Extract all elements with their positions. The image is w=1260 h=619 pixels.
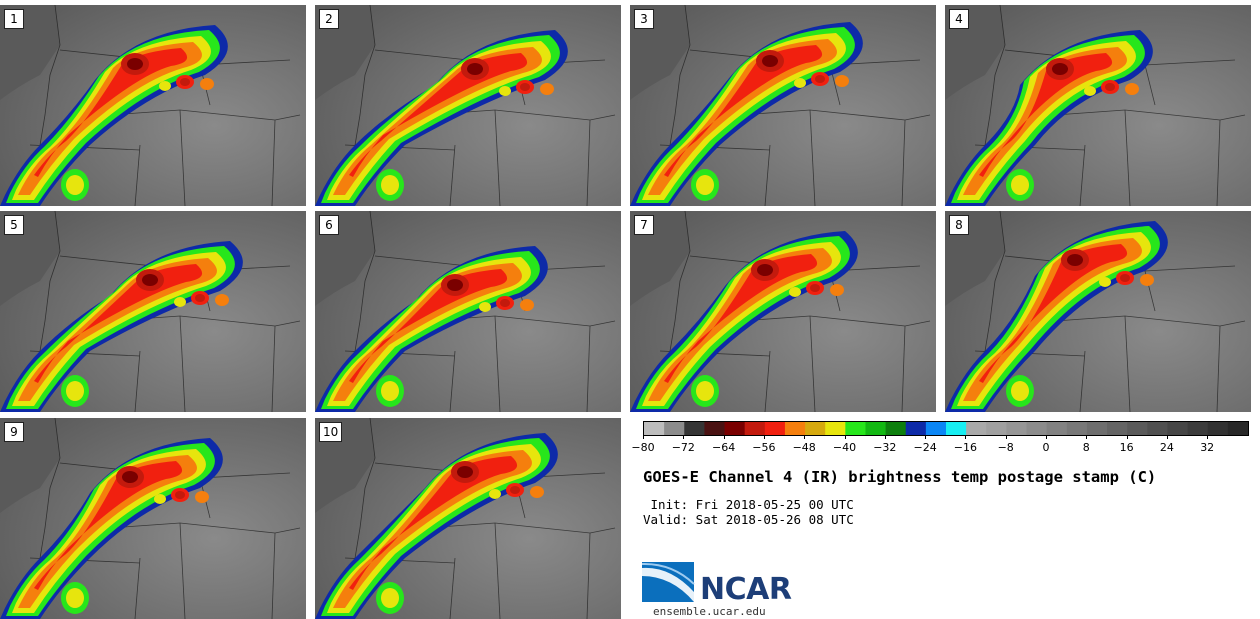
satellite-ir-map bbox=[0, 418, 306, 619]
colorbar-segment bbox=[1167, 422, 1189, 435]
colorbar-segment bbox=[1207, 422, 1229, 435]
satellite-ir-map bbox=[630, 5, 936, 206]
map-panel-9: 9 bbox=[0, 418, 306, 619]
panel-number-label: 1 bbox=[4, 9, 24, 29]
colorbar-segment bbox=[1187, 422, 1209, 435]
colorbar-tick-label: −32 bbox=[873, 441, 897, 454]
colorbar-segment bbox=[905, 422, 927, 435]
panel-number-label: 6 bbox=[319, 215, 339, 235]
colorbar-segment bbox=[825, 422, 846, 435]
panel-number-label: 7 bbox=[634, 215, 654, 235]
colorbar-segment bbox=[986, 422, 1007, 435]
map-panel-10: 10 bbox=[315, 418, 621, 619]
colorbar-tick-label: −8 bbox=[997, 441, 1014, 454]
colorbar-tick-label: 8 bbox=[1082, 441, 1090, 454]
colorbar-tick-label: −48 bbox=[792, 441, 816, 454]
colorbar-tick-mark bbox=[723, 435, 725, 439]
colorbar-segment bbox=[966, 422, 987, 435]
figure-title: GOES-E Channel 4 (IR) brightness temp po… bbox=[643, 468, 1157, 486]
colorbar-tick-label: −24 bbox=[913, 441, 937, 454]
colorbar-tick-label: 32 bbox=[1200, 441, 1215, 454]
colorbar-tick-mark bbox=[1166, 435, 1168, 439]
colorbar-tick-mark bbox=[965, 435, 967, 439]
colorbar-tick-label: −56 bbox=[752, 441, 776, 454]
colorbar-segment bbox=[845, 422, 866, 435]
colorbar-segment bbox=[664, 422, 685, 435]
panel-number-label: 5 bbox=[4, 215, 24, 235]
map-panel-6: 6 bbox=[315, 211, 621, 412]
colorbar-tick-mark bbox=[1086, 435, 1088, 439]
colorbar-segment bbox=[744, 422, 766, 435]
colorbar-tick-mark bbox=[804, 435, 806, 439]
panel-number-label: 2 bbox=[319, 9, 339, 29]
valid-time: Valid: Sat 2018-05-26 08 UTC bbox=[643, 512, 854, 527]
colorbar-segment bbox=[885, 422, 907, 435]
satellite-ir-map bbox=[315, 211, 621, 412]
panel-number-label: 10 bbox=[319, 422, 343, 442]
colorbar-tick-mark bbox=[1207, 435, 1209, 439]
map-panel-1: 1 bbox=[0, 5, 306, 206]
satellite-ir-map bbox=[945, 5, 1251, 206]
map-panel-4: 4 bbox=[945, 5, 1251, 206]
colorbar-segment bbox=[805, 422, 826, 435]
colorbar-segment bbox=[1107, 422, 1128, 435]
colorbar-tick-label: −16 bbox=[953, 441, 977, 454]
satellite-ir-map bbox=[315, 418, 621, 619]
ncar-logo-icon bbox=[642, 562, 695, 602]
panel-number-label: 8 bbox=[949, 215, 969, 235]
colorbar-tick-label: −40 bbox=[832, 441, 857, 454]
ncar-logo-text: NCAR bbox=[700, 572, 792, 607]
map-panel-5: 5 bbox=[0, 211, 306, 412]
satellite-ir-map bbox=[0, 5, 306, 206]
colorbar-segment bbox=[946, 422, 967, 435]
colorbar-tick-mark bbox=[683, 435, 685, 439]
satellite-ir-map bbox=[315, 5, 621, 206]
satellite-ir-map bbox=[945, 211, 1251, 412]
colorbar-tick-mark bbox=[884, 435, 886, 439]
satellite-ir-map bbox=[630, 211, 936, 412]
map-panel-2: 2 bbox=[315, 5, 621, 206]
colorbar-segment bbox=[1066, 422, 1088, 435]
colorbar-segment bbox=[1147, 422, 1168, 435]
satellite-ir-map bbox=[0, 211, 306, 412]
colorbar bbox=[643, 421, 1249, 436]
colorbar-tick-mark bbox=[1005, 435, 1007, 439]
colorbar-segment bbox=[1227, 422, 1248, 435]
colorbar-segment bbox=[704, 422, 726, 435]
colorbar-tick-mark bbox=[1126, 435, 1128, 439]
colorbar-segment bbox=[1026, 422, 1048, 435]
panel-number-label: 4 bbox=[949, 9, 969, 29]
colorbar-segment bbox=[684, 422, 705, 435]
colorbar-tick-label: 24 bbox=[1159, 441, 1174, 454]
map-panel-7: 7 bbox=[630, 211, 936, 412]
colorbar-tick-label: −64 bbox=[711, 441, 736, 454]
map-panel-3: 3 bbox=[630, 5, 936, 206]
colorbar-segment bbox=[1006, 422, 1028, 435]
colorbar-tick-mark bbox=[643, 435, 644, 439]
colorbar-segment bbox=[1127, 422, 1148, 435]
colorbar-tick-label: −72 bbox=[671, 441, 695, 454]
colorbar-tick-mark bbox=[763, 435, 765, 439]
colorbar-tick-label: 0 bbox=[1042, 441, 1050, 454]
colorbar-tick-label: 16 bbox=[1119, 441, 1134, 454]
colorbar-segment bbox=[1086, 422, 1108, 435]
init-time: Init: Fri 2018-05-25 00 UTC bbox=[643, 497, 854, 512]
colorbar-segment bbox=[925, 422, 947, 435]
colorbar-tick-label: −80 bbox=[631, 441, 655, 454]
map-panel-8: 8 bbox=[945, 211, 1251, 412]
colorbar-segment bbox=[865, 422, 887, 435]
panel-number-label: 3 bbox=[634, 9, 654, 29]
colorbar-segment bbox=[764, 422, 786, 435]
colorbar-segment bbox=[644, 422, 665, 435]
colorbar-tick-mark bbox=[1046, 435, 1047, 439]
colorbar-tick-mark bbox=[925, 435, 927, 439]
colorbar-tick-mark bbox=[844, 435, 846, 439]
colorbar-segment bbox=[724, 422, 746, 435]
website-url: ensemble.ucar.edu bbox=[653, 605, 766, 618]
colorbar-segment bbox=[1046, 422, 1068, 435]
colorbar-segment bbox=[784, 422, 806, 435]
panel-number-label: 9 bbox=[4, 422, 24, 442]
